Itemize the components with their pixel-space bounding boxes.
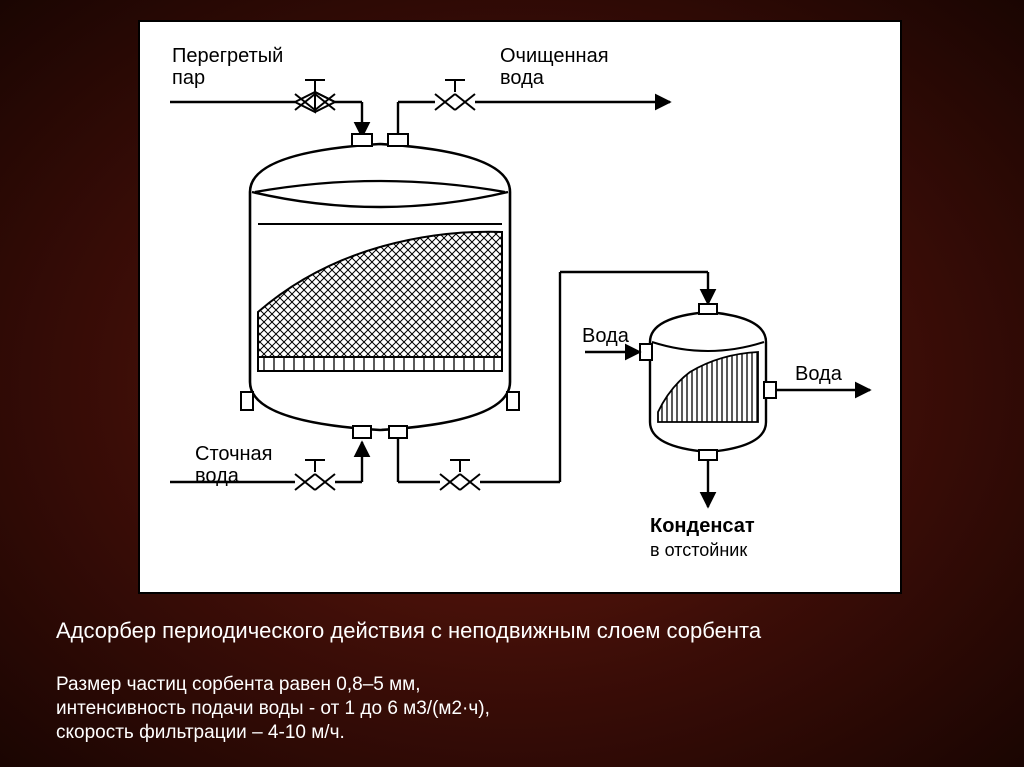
adsorber-diagram: Перегретый пар Очищенная вода xyxy=(140,22,900,592)
condensate-label-l1: Конденсат xyxy=(650,515,755,537)
wastewater-label-l1: Сточная xyxy=(195,443,272,465)
steam-label-l1: Перегретый xyxy=(172,45,283,67)
main-adsorber-vessel xyxy=(241,134,519,438)
caption-title: Адсорбер периодического действия с непод… xyxy=(56,618,976,644)
slide: Перегретый пар Очищенная вода xyxy=(0,0,1024,767)
caption-line2: интенсивность подачи воды - от 1 до 6 м3… xyxy=(56,698,976,720)
secondary-vessel xyxy=(640,304,776,460)
caption-line1: Размер частиц сорбента равен 0,8–5 мм, xyxy=(56,674,976,696)
purified-label-l1: Очищенная xyxy=(500,45,609,67)
wastewater-label-l2: вода xyxy=(195,465,240,487)
diagram-frame: Перегретый пар Очищенная вода xyxy=(138,20,902,594)
steam-label-l2: пар xyxy=(172,67,205,89)
caption-line3: скорость фильтрации – 4-10 м/ч. xyxy=(56,722,976,744)
water-out-label: Вода xyxy=(795,363,843,385)
water-in-label: Вода xyxy=(582,325,630,347)
purified-label-l2: вода xyxy=(500,67,545,89)
condensate-label-l2: в отстойник xyxy=(650,540,747,560)
